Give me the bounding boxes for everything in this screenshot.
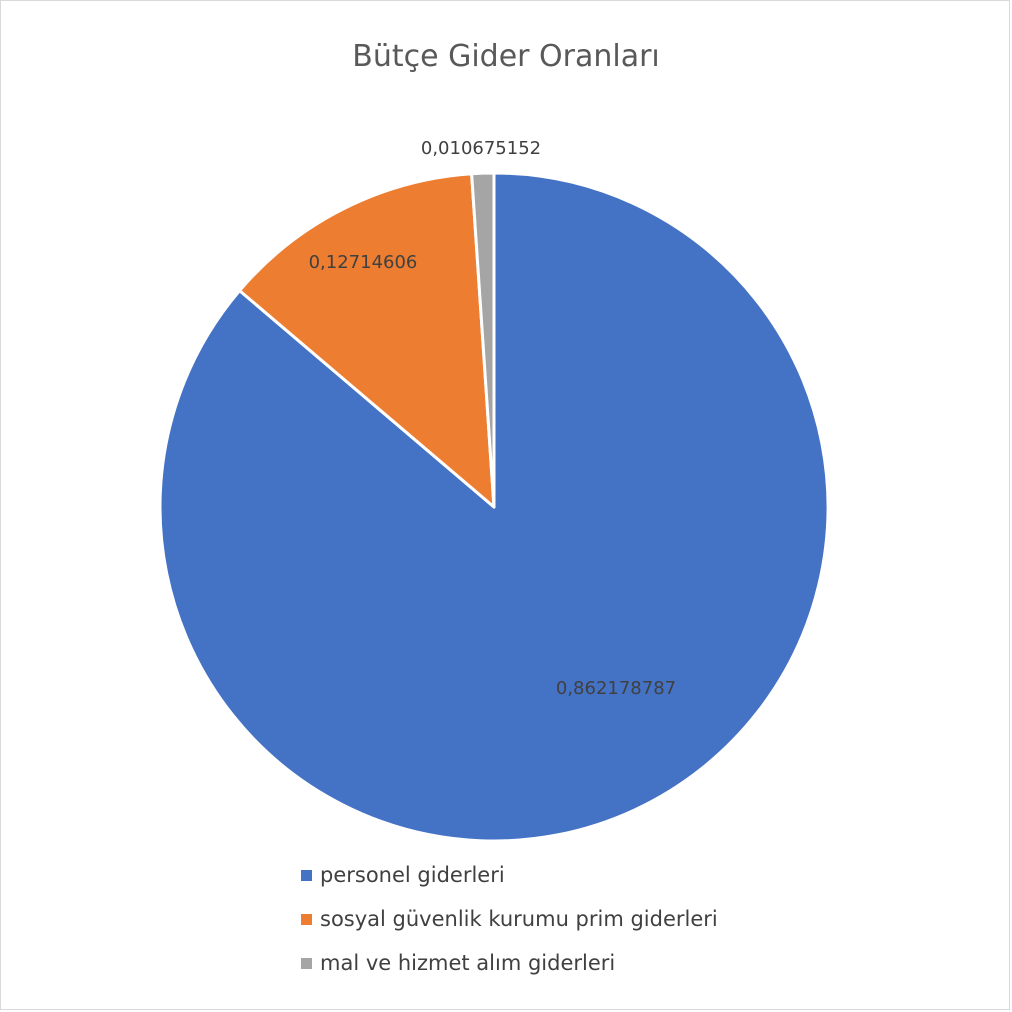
legend-swatch-icon xyxy=(301,869,312,881)
legend-label: sosyal güvenlik kurumu prim giderleri xyxy=(320,907,718,931)
legend-item-sosyal-guvenlik: sosyal güvenlik kurumu prim giderleri xyxy=(301,897,718,941)
slice-sosyal-guvenlik xyxy=(238,172,496,509)
legend-label: personel giderleri xyxy=(320,863,505,887)
data-label-personel: 0,862178787 xyxy=(556,678,676,699)
data-label-sosyal-guvenlik: 0,12714606 xyxy=(309,252,418,273)
legend-label: mal ve hizmet alım giderleri xyxy=(320,951,616,975)
legend-swatch-icon xyxy=(301,913,312,925)
pie-data-labels: 0,862178787 0,12714606 0,010675152 xyxy=(309,138,677,699)
legend-item-mal-hizmet: mal ve hizmet alım giderleri xyxy=(301,941,718,985)
slice-mal-hizmet xyxy=(470,171,496,509)
pie-chart: 0,862178787 0,12714606 0,010675152 xyxy=(158,138,830,843)
pie-slices xyxy=(158,171,830,843)
legend: personel giderleri sosyal güvenlik kurum… xyxy=(301,853,718,985)
legend-item-personel: personel giderleri xyxy=(301,853,718,897)
chart-title: Bütçe Gider Oranları xyxy=(352,39,660,74)
data-label-mal-hizmet: 0,010675152 xyxy=(421,138,541,159)
legend-swatch-icon xyxy=(301,957,312,969)
